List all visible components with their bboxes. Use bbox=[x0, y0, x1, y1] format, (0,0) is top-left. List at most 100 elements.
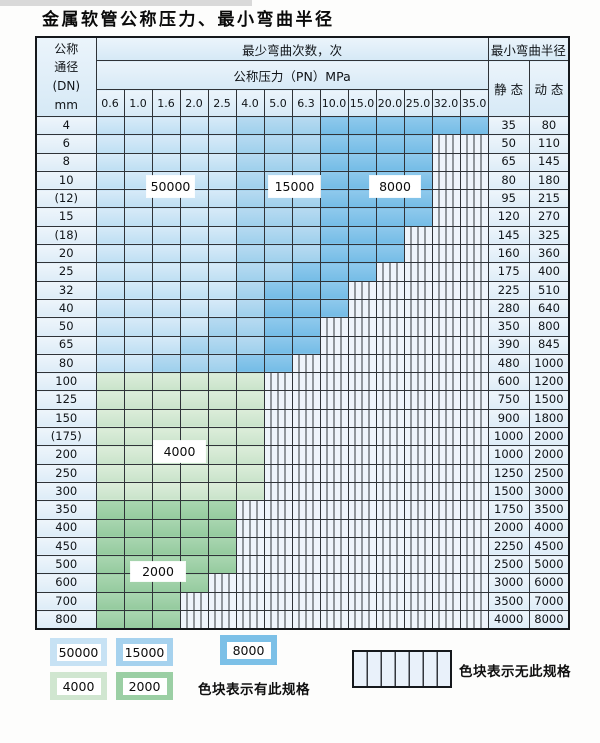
dynamic-radius-cell: 400 bbox=[528, 262, 570, 282]
spec-cell-50000 bbox=[123, 280, 153, 300]
no-spec-cell bbox=[263, 518, 293, 538]
spec-cell-50000 bbox=[151, 244, 181, 264]
spec-cell-50000 bbox=[179, 207, 209, 227]
spec-cell-8000 bbox=[319, 225, 349, 246]
spec-cell-2000 bbox=[95, 573, 125, 593]
static-radius-cell: 80 bbox=[487, 170, 530, 191]
spec-cell-50000 bbox=[207, 225, 237, 246]
no-spec-cell bbox=[319, 445, 349, 465]
static-radius-cell: 390 bbox=[487, 335, 530, 355]
no-spec-cell bbox=[431, 463, 461, 483]
no-spec-cell bbox=[431, 225, 461, 246]
spec-cell-50000 bbox=[123, 298, 153, 319]
no-spec-cell bbox=[459, 555, 489, 575]
spec-cell-8000 bbox=[347, 207, 377, 227]
spec-cell-8000 bbox=[319, 298, 349, 319]
no-spec-cell bbox=[375, 280, 405, 300]
dn-cell: 50 bbox=[35, 317, 97, 337]
dynamic-radius-cell: 1000 bbox=[528, 353, 570, 374]
no-spec-cell bbox=[263, 536, 293, 557]
no-spec-cell bbox=[459, 408, 489, 429]
spec-cell-8000 bbox=[347, 134, 377, 154]
spec-cell-4000 bbox=[235, 445, 265, 465]
dn-cell: 4 bbox=[35, 115, 97, 136]
table-row: 600 3000 6000 bbox=[35, 573, 570, 593]
no-spec-cell bbox=[347, 353, 377, 374]
no-spec-cell bbox=[459, 280, 489, 300]
no-spec-cell bbox=[431, 536, 461, 557]
table-row: 100 600 1200 bbox=[35, 372, 570, 392]
no-spec-cell bbox=[375, 390, 405, 410]
no-spec-cell bbox=[431, 207, 461, 227]
no-spec-cell bbox=[291, 408, 321, 429]
spec-cell-8000 bbox=[263, 298, 293, 319]
dn-header-line: 公称 bbox=[54, 41, 79, 56]
no-spec-cell bbox=[431, 445, 461, 465]
no-spec-cell bbox=[459, 335, 489, 355]
no-spec-cell bbox=[403, 225, 433, 246]
no-spec-cell bbox=[347, 463, 377, 483]
no-spec-cell bbox=[459, 134, 489, 154]
dn-cell: 400 bbox=[35, 518, 97, 538]
spec-cell-15000 bbox=[235, 317, 265, 337]
spec-cell-50000 bbox=[179, 244, 209, 264]
spec-cell-8000 bbox=[403, 115, 433, 136]
pressure-tick: 4.0 bbox=[235, 89, 265, 117]
no-spec-cell bbox=[347, 445, 377, 465]
dynamic-radius-cell: 4500 bbox=[528, 536, 570, 557]
spec-cell-8000 bbox=[291, 335, 321, 355]
dynamic-radius-cell: 1800 bbox=[528, 408, 570, 429]
dynamic-radius-cell: 5000 bbox=[528, 555, 570, 575]
static-radius-cell: 35 bbox=[487, 115, 530, 136]
no-spec-cell bbox=[375, 353, 405, 374]
spec-cell-15000 bbox=[291, 115, 321, 136]
static-header-cell: 静 态 bbox=[487, 60, 530, 117]
no-spec-cell bbox=[403, 335, 433, 355]
spec-cell-4000 bbox=[95, 372, 125, 392]
spec-cell-2000 bbox=[151, 500, 181, 520]
static-radius-cell: 750 bbox=[487, 390, 530, 410]
table-row: 200 1000 2000 bbox=[35, 445, 570, 465]
dynamic-radius-cell: 2500 bbox=[528, 463, 570, 483]
no-spec-cell bbox=[459, 610, 489, 630]
spec-cell-50000 bbox=[95, 225, 125, 246]
spec-cell-2000 bbox=[151, 536, 181, 557]
no-spec-cell bbox=[263, 573, 293, 593]
dynamic-radius-cell: 4000 bbox=[528, 518, 570, 538]
table-row: 20 160 360 bbox=[35, 244, 570, 264]
dn-cell: 80 bbox=[35, 353, 97, 374]
legend-swatch-50000: 50000 bbox=[50, 638, 107, 666]
no-spec-cell bbox=[291, 481, 321, 502]
table-row: 40 280 640 bbox=[35, 298, 570, 319]
table-row: 500 2500 5000 bbox=[35, 555, 570, 575]
spec-cell-4000 bbox=[151, 372, 181, 392]
spec-cell-2000 bbox=[179, 573, 209, 593]
dn-header-line: 通径 bbox=[54, 60, 79, 75]
spec-cell-15000 bbox=[263, 152, 293, 172]
static-radius-cell: 480 bbox=[487, 353, 530, 374]
spec-cell-8000 bbox=[403, 152, 433, 172]
spec-cell-50000 bbox=[123, 115, 153, 136]
table-row: 700 3500 7000 bbox=[35, 591, 570, 612]
spec-cell-15000 bbox=[291, 207, 321, 227]
no-spec-cell bbox=[235, 610, 265, 630]
spec-cell-15000 bbox=[207, 335, 237, 355]
no-spec-cell bbox=[207, 573, 237, 593]
no-spec-cell bbox=[263, 555, 293, 575]
table-row: 125 750 1500 bbox=[35, 390, 570, 410]
dn-cell: 250 bbox=[35, 463, 97, 483]
no-spec-cell bbox=[431, 591, 461, 612]
spec-cell-4000 bbox=[207, 463, 237, 483]
no-spec-cell bbox=[431, 335, 461, 355]
no-spec-cell bbox=[403, 573, 433, 593]
spec-cell-2000 bbox=[123, 500, 153, 520]
spec-cell-50000 bbox=[179, 115, 209, 136]
no-spec-cell bbox=[431, 317, 461, 337]
dn-cell: 6 bbox=[35, 134, 97, 154]
spec-table: 公称 通径 (DN) mm 最少弯曲次数，次 最小弯曲半径 公称压力（PN）MP… bbox=[35, 36, 571, 631]
no-spec-cell bbox=[459, 262, 489, 282]
spec-cell-4000 bbox=[95, 463, 125, 483]
table-row: 32 225 510 bbox=[35, 280, 570, 300]
no-spec-cell bbox=[459, 189, 489, 209]
spec-cell-15000 bbox=[235, 189, 265, 209]
